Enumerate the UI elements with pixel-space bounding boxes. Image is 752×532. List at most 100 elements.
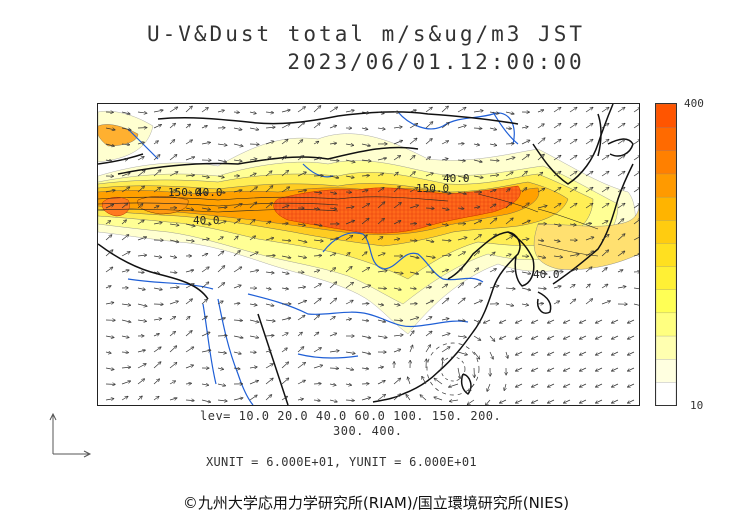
wind-arrow — [121, 127, 131, 130]
wind-arrow — [185, 124, 190, 129]
wind-arrow — [329, 351, 339, 352]
wind-arrow — [585, 124, 593, 129]
wind-arrow — [489, 128, 496, 130]
wind-arrow — [504, 383, 506, 390]
wind-arrow — [313, 240, 323, 241]
wind-arrow — [169, 398, 177, 400]
wind-arrow — [201, 267, 209, 273]
wind-arrow — [345, 384, 351, 385]
wind-arrow — [297, 380, 305, 385]
colorbar-segment — [656, 196, 676, 221]
wind-arrow — [217, 221, 226, 225]
wind-arrow — [569, 285, 575, 289]
wind-arrow — [137, 204, 143, 209]
wind-vectors — [105, 106, 639, 405]
wind-arrow — [361, 218, 369, 225]
river-lena — [492, 111, 519, 145]
wind-arrow — [473, 128, 482, 129]
wind-arrow — [473, 176, 483, 178]
wind-arrow — [377, 304, 383, 305]
wind-arrow — [121, 187, 130, 193]
wind-arrow — [329, 317, 335, 321]
wind-arrow — [297, 363, 305, 369]
wind-arrow — [169, 287, 179, 288]
wind-arrow — [281, 205, 289, 209]
wind-arrow — [505, 254, 511, 256]
wind-arrow — [105, 221, 110, 225]
wind-arrow — [393, 156, 400, 161]
wind-arrow — [233, 219, 240, 225]
border-russia — [157, 111, 519, 125]
wind-arrow — [457, 192, 466, 194]
wind-arrow — [377, 112, 384, 114]
wind-arrow — [329, 268, 335, 273]
wind-arrow — [441, 298, 449, 305]
wind-arrow — [217, 110, 224, 112]
wind-arrow — [601, 301, 610, 305]
wind-arrow — [377, 173, 383, 177]
wind-arrow — [596, 319, 603, 323]
wind-arrow — [537, 173, 543, 177]
colorbar-segment — [656, 127, 676, 151]
river-amur — [397, 111, 515, 145]
dust-level-high-hatched — [273, 185, 521, 234]
wind-arrow — [361, 336, 371, 338]
wind-arrow — [137, 157, 144, 161]
wind-arrow — [313, 176, 323, 177]
river-brahmaputra — [127, 278, 214, 290]
wind-arrow — [185, 347, 194, 353]
wind-arrow — [409, 240, 417, 241]
colorbar — [655, 103, 677, 406]
wind-arrow — [361, 268, 369, 273]
wind-arrow — [265, 112, 273, 113]
wind-arrow — [425, 191, 435, 192]
wind-arrow — [569, 140, 577, 145]
wind-arrow — [361, 320, 368, 321]
wind-arrow — [233, 336, 243, 338]
contour-label: 40.0 — [196, 186, 223, 199]
colorbar-segment — [656, 173, 676, 198]
wind-arrow — [217, 266, 225, 273]
wind-arrow — [217, 400, 227, 401]
wind-arrow — [265, 141, 274, 145]
wind-arrow — [489, 190, 496, 192]
wind-arrow — [121, 304, 130, 305]
wind-arrow — [585, 299, 592, 305]
wind-arrow — [345, 283, 353, 289]
wind-arrow — [329, 238, 338, 240]
border-mongolia — [117, 146, 419, 175]
wind-arrow — [329, 298, 336, 305]
wind-arrow — [185, 106, 192, 113]
wind-arrow — [377, 271, 387, 272]
wind-arrow — [313, 315, 319, 321]
wind-arrow — [548, 351, 555, 355]
wind-arrow — [553, 108, 561, 113]
wind-arrow — [361, 252, 367, 257]
wind-arrow — [265, 304, 274, 306]
wind-arrow — [532, 351, 539, 355]
wind-arrow — [580, 319, 587, 323]
wind-arrow — [617, 251, 625, 257]
wind-arrow — [617, 108, 625, 113]
wind-arrow — [393, 221, 401, 225]
river-mongolia — [302, 163, 334, 178]
wind-arrow — [137, 303, 147, 306]
wind-arrow — [233, 267, 242, 273]
wind-arrow — [249, 270, 258, 272]
wind-arrow — [169, 332, 175, 337]
wind-arrow — [121, 235, 129, 241]
dust-concentration-shading — [98, 111, 639, 335]
wind-arrow — [601, 268, 607, 273]
wind-arrow — [265, 256, 275, 257]
wind-arrow — [564, 335, 571, 339]
wind-arrow — [505, 112, 514, 114]
wind-arrow — [233, 368, 240, 369]
wind-arrow — [281, 156, 286, 161]
wind-arrow — [313, 255, 321, 256]
wind-arrow — [409, 317, 419, 321]
wind-arrow — [329, 253, 336, 257]
wind-arrow — [393, 288, 401, 290]
wind-arrow — [457, 298, 465, 305]
wind-arrow — [345, 301, 353, 305]
wind-arrow — [345, 207, 354, 208]
